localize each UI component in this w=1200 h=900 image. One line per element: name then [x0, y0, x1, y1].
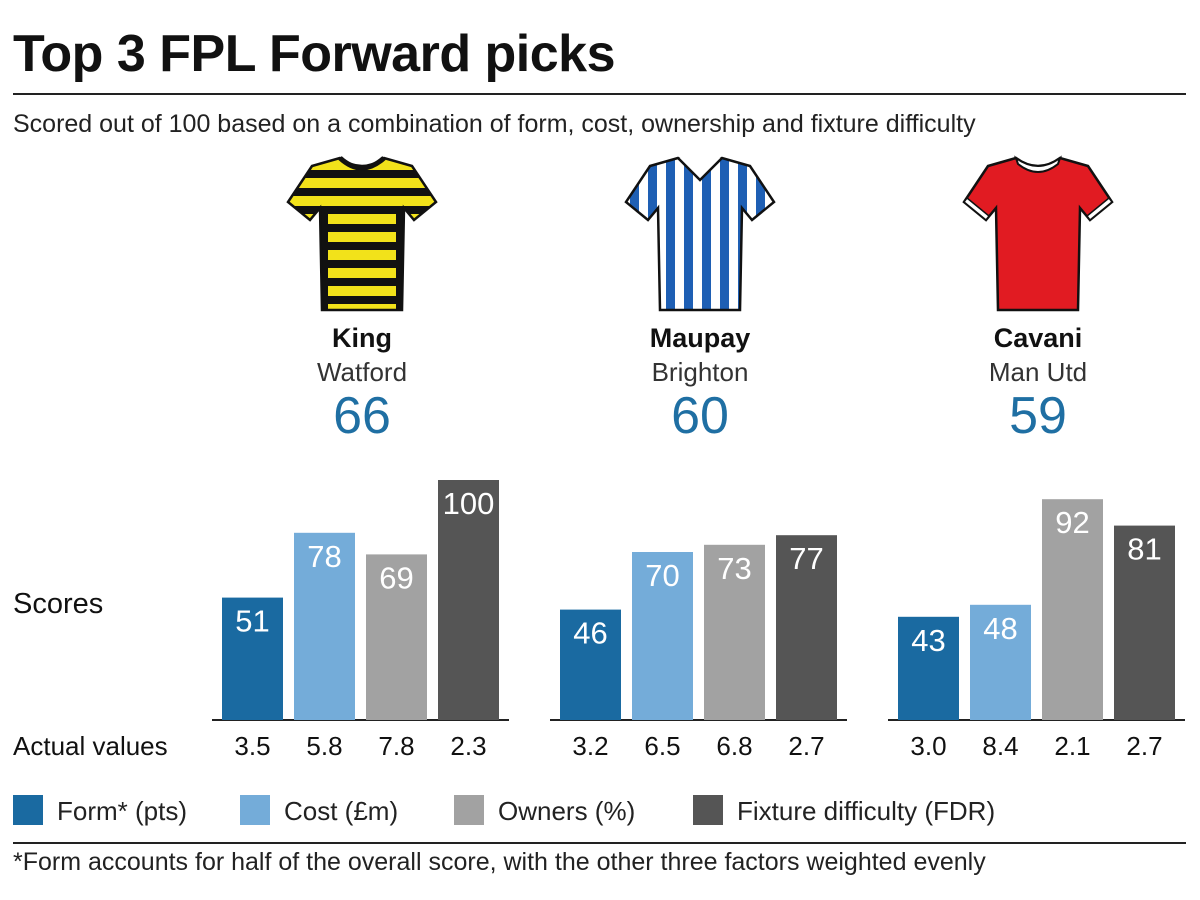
actual-value-label: 2.7 — [788, 731, 824, 761]
bar-cavani-0 — [898, 616, 959, 720]
bar-maupay-1 — [632, 552, 693, 720]
player-team: Man Utd — [988, 357, 1088, 387]
footnote-divider — [13, 842, 1186, 844]
player-score: 60 — [671, 387, 729, 445]
player-score: 66 — [333, 387, 391, 445]
blue-white-stripes-shirt-icon — [624, 156, 776, 312]
bar-value-label: 69 — [379, 560, 413, 595]
player-card-maupay: Maupay Brighton 60 — [570, 150, 830, 445]
player-name: Maupay — [649, 323, 751, 353]
page-title: Top 3 FPL Forward picks — [13, 25, 616, 83]
actual-value-label: 3.0 — [910, 731, 946, 761]
bar-cavani-2 — [1042, 499, 1103, 720]
legend-item-cost: Cost (£m) — [240, 793, 398, 829]
actual-value-label: 8.4 — [982, 731, 1018, 761]
legend-item-form: Form* (pts) — [13, 793, 187, 829]
scores-row-label: Scores — [13, 588, 104, 620]
bar-cavani-1 — [970, 604, 1031, 720]
bar-maupay-3 — [776, 535, 837, 720]
legend-swatch — [454, 795, 484, 825]
bar-cavani-3 — [1114, 525, 1175, 720]
actual-value-label: 3.5 — [234, 731, 270, 761]
legend-swatch — [693, 795, 723, 825]
yellow-black-hoops-shirt-icon — [286, 156, 438, 312]
legend-label: Fixture difficulty (FDR) — [737, 796, 996, 826]
player-score: 59 — [1009, 387, 1067, 445]
bar-maupay-2 — [704, 544, 765, 720]
bar-king-1 — [294, 532, 355, 720]
player-team: Watford — [316, 357, 408, 387]
legend-label: Owners (%) — [498, 796, 636, 826]
actual-value-label: 6.5 — [644, 731, 680, 761]
legend-swatch — [240, 795, 270, 825]
actual-value-label: 5.8 — [306, 731, 342, 761]
title-divider — [13, 93, 1186, 95]
footnote: *Form accounts for half of the overall s… — [13, 848, 986, 876]
actual-value-label: 2.3 — [450, 731, 486, 761]
bar-value-label: 77 — [789, 541, 823, 576]
bar-value-label: 70 — [645, 558, 679, 593]
bar-value-label: 48 — [983, 611, 1017, 646]
bar-value-label: 81 — [1127, 532, 1161, 567]
actual-value-label: 2.7 — [1126, 731, 1162, 761]
actual-values-row-label: Actual values — [13, 731, 168, 761]
bar-value-label: 73 — [717, 551, 751, 586]
bar-king-2 — [366, 554, 427, 720]
bar-maupay-0 — [560, 609, 621, 720]
player-name: King — [332, 323, 392, 353]
player-team: Brighton — [651, 357, 749, 387]
subtitle: Scored out of 100 based on a combination… — [13, 110, 976, 138]
actual-value-label: 6.8 — [716, 731, 752, 761]
legend-label: Form* (pts) — [57, 796, 187, 826]
bar-value-label: 100 — [443, 486, 495, 521]
player-name: Cavani — [993, 323, 1083, 353]
bar-value-label: 92 — [1055, 505, 1089, 540]
bar-value-label: 43 — [911, 623, 945, 658]
red-shirt-icon — [962, 155, 1114, 312]
bar-value-label: 46 — [573, 616, 607, 651]
legend-label: Cost (£m) — [284, 796, 399, 826]
player-card-king: King Watford 66 — [232, 150, 492, 445]
actual-value-label: 3.2 — [572, 731, 608, 761]
player-card-cavani: Cavani Man Utd 59 — [908, 150, 1168, 445]
bar-value-label: 78 — [307, 539, 341, 574]
legend-item-owners: Owners (%) — [454, 793, 635, 829]
bar-value-label: 51 — [235, 604, 269, 639]
score-bar-chart: 51 3.5 78 5.8 69 7.8 100 2.3 46 3.2 70 6.5 73 6.8 77 2.… — [212, 480, 1185, 761]
bar-king-0 — [222, 597, 283, 720]
actual-value-label: 2.1 — [1054, 731, 1090, 761]
legend-item-fixture-difficulty: Fixture difficulty (FDR) — [693, 793, 995, 829]
legend-swatch — [13, 795, 43, 825]
bar-king-3 — [438, 480, 499, 720]
actual-value-label: 7.8 — [378, 731, 414, 761]
